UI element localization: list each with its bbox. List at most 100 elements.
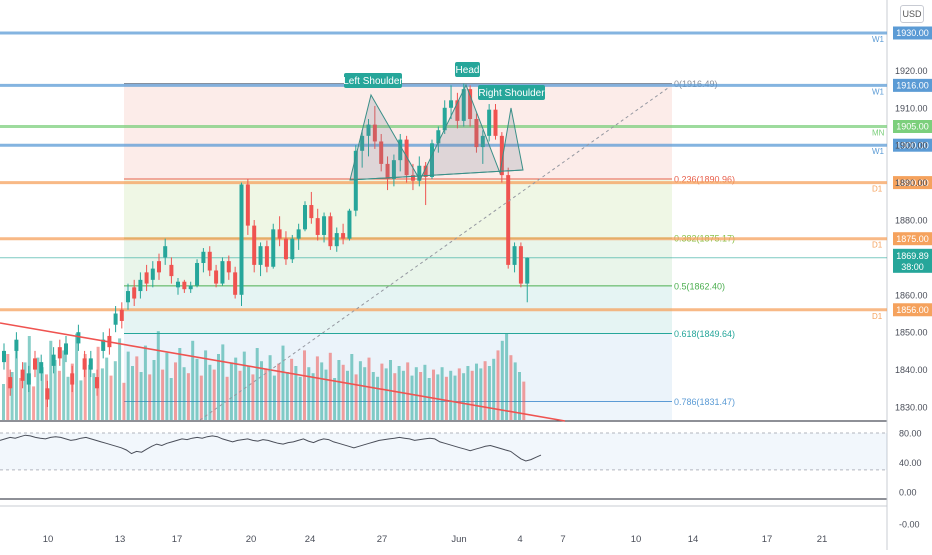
candle-body (334, 233, 339, 247)
volume-bar (346, 370, 349, 420)
candle (480, 130, 485, 164)
price-tag-label: 1875.00 (896, 234, 929, 244)
price-tag-1900.00 (893, 138, 932, 152)
candle (138, 272, 143, 299)
candle (290, 234, 295, 264)
candle-body (132, 287, 137, 299)
candle-body (410, 175, 415, 181)
candle (95, 369, 99, 396)
volume-bar (234, 357, 238, 420)
volume-bar (268, 355, 272, 420)
candle-body (95, 377, 99, 389)
candle (264, 240, 269, 273)
candle (176, 277, 180, 295)
candle-body (290, 238, 295, 260)
volume-bar (174, 362, 177, 420)
head-label-text: Head (456, 65, 480, 76)
candle (296, 223, 301, 250)
volume-bar (6, 354, 10, 420)
candle (144, 264, 149, 292)
candle-body (525, 257, 530, 284)
candle (436, 126, 441, 153)
volume-bar (303, 350, 306, 420)
volume-bar (354, 374, 358, 420)
trendline-descending[interactable] (0, 322, 566, 422)
neckline[interactable] (349, 169, 524, 181)
rsi-tick-label: 80.00 (899, 429, 922, 439)
candle (322, 212, 327, 243)
candle-body (76, 332, 81, 344)
volume-bar (19, 378, 23, 420)
volume-bar (315, 356, 319, 420)
candle (33, 350, 37, 378)
volume-bar (393, 373, 397, 420)
candle-body (468, 89, 473, 120)
head-shoulders-pattern[interactable] (349, 83, 524, 182)
candle-body (461, 89, 466, 121)
volume-bar (444, 376, 448, 420)
volume-bar (285, 372, 289, 420)
candle-body (8, 377, 13, 389)
rsi-tick-label: 0.00 (899, 488, 917, 498)
volume-bar (113, 361, 117, 420)
volume-bar (457, 368, 461, 420)
time-tick-label: Jun (451, 534, 466, 545)
volume-bar (186, 373, 190, 420)
volume-bar (320, 362, 324, 420)
candle-body (2, 350, 6, 363)
currency-selector[interactable]: USD (900, 5, 924, 23)
time-tick-label: 27 (377, 534, 388, 545)
candle-body (296, 229, 301, 239)
candle (449, 85, 454, 120)
volume-bar (509, 355, 513, 420)
candle (157, 253, 161, 280)
candle-body (126, 291, 130, 303)
volume-bar (449, 370, 453, 420)
candle-body (26, 373, 31, 385)
price-tag-label: 1900.00 (896, 140, 929, 150)
volume-bar (247, 366, 251, 420)
current-price-value: 1869.89 (896, 251, 929, 261)
current-price-tag (893, 248, 932, 273)
candle (512, 242, 517, 273)
price-tag-label: 1856.00 (896, 305, 929, 315)
candle-body (33, 358, 37, 370)
candle (88, 350, 93, 378)
candle-body (233, 272, 238, 295)
candle (233, 266, 238, 299)
candle (26, 365, 31, 393)
candle-body (271, 229, 276, 267)
candle-body (341, 233, 346, 239)
candle (430, 139, 434, 179)
candle (341, 223, 346, 245)
candle (328, 212, 333, 250)
candle-body (499, 135, 504, 176)
volume-bar (483, 361, 487, 420)
candle (51, 347, 56, 374)
candle (113, 306, 118, 333)
candle (252, 220, 257, 273)
candle-body (70, 373, 75, 385)
candle-body (20, 369, 25, 381)
candle-body (391, 160, 396, 179)
candle-body (88, 358, 93, 370)
volume-bar (100, 368, 104, 420)
volume-bar (432, 369, 435, 420)
volume-bar (156, 331, 160, 420)
volume-bar (251, 374, 255, 420)
time-tick-label: 10 (43, 534, 54, 545)
volume-bar (272, 375, 276, 420)
time-tick-label: 14 (688, 534, 699, 545)
candle (119, 302, 124, 329)
candle (518, 242, 523, 288)
candle-body (220, 261, 225, 284)
candle-body (487, 109, 492, 136)
candle-countdown: 38:00 (901, 262, 924, 272)
volume-bar (57, 370, 61, 420)
volume-bar (290, 358, 294, 420)
candle-body (245, 184, 250, 226)
candle (8, 369, 13, 396)
candle-body (480, 135, 485, 148)
